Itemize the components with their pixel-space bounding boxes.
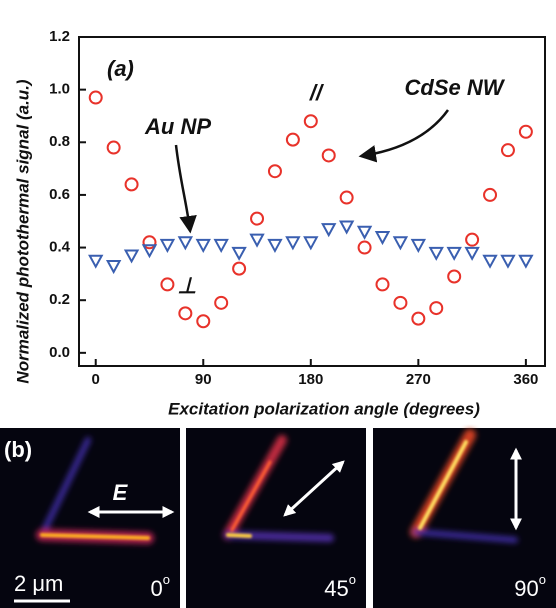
data-point bbox=[411, 311, 426, 326]
y-tick-label: 1.2 bbox=[49, 28, 70, 45]
data-point bbox=[500, 143, 515, 158]
angle-label: 45o bbox=[324, 572, 356, 600]
angle-unit: o bbox=[163, 572, 170, 587]
plot-frame bbox=[78, 36, 546, 367]
data-point bbox=[141, 244, 158, 259]
data-point bbox=[105, 259, 122, 275]
data-point bbox=[213, 238, 229, 254]
data-point bbox=[446, 246, 462, 261]
x-axis-label: Excitation polarization angle (degrees) bbox=[168, 399, 480, 418]
angle-value: 0 bbox=[151, 576, 163, 601]
data-point bbox=[428, 246, 444, 261]
data-point bbox=[232, 261, 247, 276]
data-point bbox=[160, 277, 175, 292]
data-point bbox=[267, 238, 283, 254]
data-point bbox=[374, 231, 391, 246]
y-tick-label: 0.6 bbox=[49, 186, 70, 203]
data-point bbox=[339, 190, 354, 205]
data-point bbox=[124, 177, 139, 192]
data-point bbox=[123, 249, 140, 264]
scale-bar-label: 2 μm bbox=[14, 571, 63, 596]
x-tick-label: 360 bbox=[513, 371, 538, 388]
y-tick-label: 0.8 bbox=[49, 133, 70, 150]
angle-unit: o bbox=[349, 572, 356, 587]
data-point bbox=[178, 306, 193, 321]
image-panels bbox=[0, 428, 556, 608]
y-tick-label: 0.0 bbox=[49, 344, 70, 361]
data-point bbox=[393, 295, 408, 310]
data-point bbox=[464, 246, 480, 261]
data-point bbox=[177, 236, 194, 251]
data-point bbox=[196, 314, 211, 329]
field-label: E bbox=[113, 480, 129, 505]
x-tick-label: 90 bbox=[195, 371, 212, 388]
angle-label: 0o bbox=[151, 572, 170, 600]
data-point bbox=[465, 232, 480, 247]
annotation: Au NP bbox=[144, 114, 211, 139]
panel-label: (b) bbox=[4, 437, 32, 462]
data-point bbox=[357, 240, 372, 255]
arrow bbox=[358, 109, 450, 163]
x-tick-label: 0 bbox=[92, 371, 100, 388]
data-point bbox=[285, 132, 300, 147]
data-point bbox=[338, 220, 355, 235]
data-point bbox=[285, 236, 301, 251]
data-point bbox=[518, 254, 534, 269]
data-point bbox=[356, 225, 373, 240]
y-tick-label: 0.2 bbox=[49, 291, 70, 308]
data-point bbox=[500, 254, 516, 269]
x-tick-label: 180 bbox=[298, 371, 323, 388]
data-point bbox=[482, 254, 498, 269]
y-axis-label: Normalized photothermal signal (a.u.) bbox=[13, 79, 32, 383]
data-point bbox=[267, 164, 282, 179]
angle-label: 90o bbox=[514, 572, 546, 600]
annotation: // bbox=[309, 80, 325, 105]
angle-unit: o bbox=[539, 572, 546, 587]
data-point bbox=[88, 254, 104, 269]
data-point bbox=[303, 114, 318, 129]
data-point bbox=[321, 223, 337, 238]
data-point bbox=[410, 238, 427, 254]
annotation: CdSe NW bbox=[405, 75, 506, 100]
data-point bbox=[214, 295, 229, 310]
data-point bbox=[321, 148, 336, 163]
data-point bbox=[142, 235, 157, 250]
annotation: (a) bbox=[107, 56, 134, 81]
angle-value: 45 bbox=[324, 576, 348, 601]
y-tick-label: 0.4 bbox=[49, 239, 71, 256]
data-point bbox=[447, 269, 462, 284]
data-point bbox=[106, 140, 121, 155]
data-point bbox=[195, 238, 211, 254]
data-point bbox=[250, 211, 265, 226]
arrow bbox=[174, 144, 197, 234]
data-point bbox=[249, 233, 265, 248]
data-point bbox=[375, 277, 390, 292]
data-point bbox=[518, 124, 533, 139]
data-point bbox=[392, 236, 409, 251]
y-tick-label: 1.0 bbox=[49, 81, 70, 98]
data-point bbox=[303, 236, 319, 251]
data-point bbox=[483, 187, 498, 202]
angle-value: 90 bbox=[514, 576, 538, 601]
data-point bbox=[429, 301, 444, 316]
data-point bbox=[88, 90, 103, 105]
data-point bbox=[231, 246, 247, 261]
data-point bbox=[159, 238, 176, 254]
x-tick-label: 270 bbox=[406, 371, 431, 388]
annotation: ⊥ bbox=[177, 273, 196, 298]
